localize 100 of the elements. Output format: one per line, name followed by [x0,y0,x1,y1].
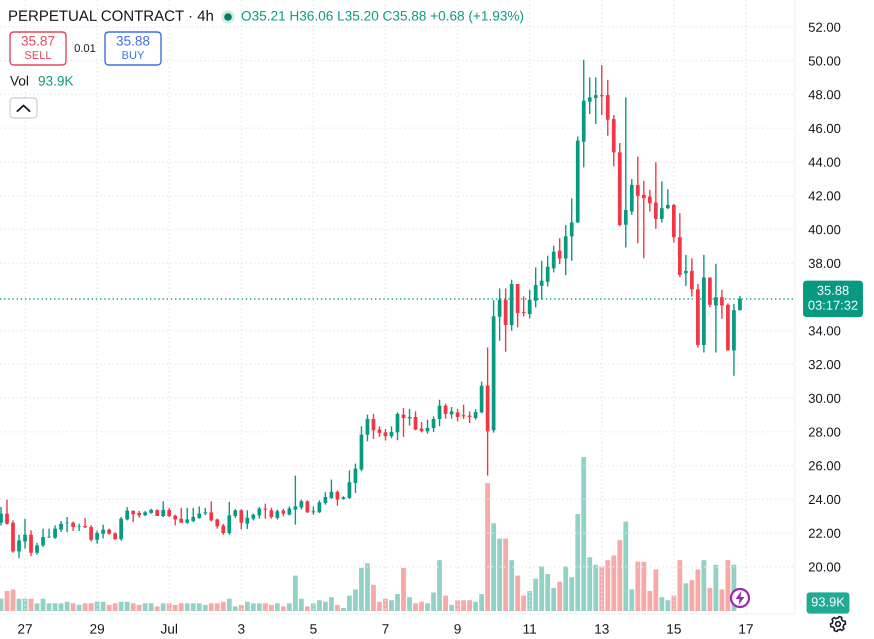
candlestick [173,514,178,526]
candlestick [456,408,460,422]
annotation: 93.9K [38,76,74,86]
candlestick [474,408,478,420]
bar [443,596,448,611]
candlestick [684,254,688,287]
y-tick-label: 46.00 [808,124,840,134]
bar [407,597,412,611]
candlestick [408,408,412,426]
candlestick [438,399,442,427]
bar [304,606,310,611]
candlestick [17,534,21,559]
candlestick [5,498,9,526]
bar [509,560,514,611]
x-tick-label: 29 [90,624,104,634]
bar [335,604,340,611]
candlestick [366,414,370,442]
candlestick [47,528,51,539]
candlestick [324,492,328,506]
candlestick [318,500,322,514]
candlestick [35,542,39,556]
annotation: 0.01 [74,44,96,52]
y-tick-label: 52.00 [808,22,840,32]
candlestick [300,498,304,510]
candlestick [59,520,63,533]
candlestick [131,510,136,523]
bar [707,588,712,611]
candlestick [552,245,556,274]
candlestick [191,507,196,523]
candlestick [402,407,406,438]
candlestick [372,413,376,440]
candlestick [462,404,466,420]
bar [449,604,454,611]
y-tick-label: 48.00 [808,90,840,100]
candlestick [330,478,334,500]
y-tick-label: 40.00 [808,225,840,234]
bar [557,582,562,611]
candlestick [636,156,640,244]
bar [28,598,34,611]
bar [76,604,82,611]
bar [70,603,76,611]
candlestick [89,524,93,542]
candlestick [95,530,99,544]
bar [154,606,160,611]
x-tick-label: 17 [739,624,753,634]
candlestick [432,416,436,433]
candlestick [53,524,57,540]
candlestick [203,507,208,516]
annotation: 35.87 [21,36,54,46]
candlestick [570,198,574,262]
text: O35.21 H36.06 L35.20 C35.88 +0.68 (+1.93%) [242,10,524,24]
y-tick-label: 32.00 [808,360,840,370]
y-tick-label: 34.00 [808,326,840,336]
candlestick [179,507,184,524]
candlestick [594,76,598,125]
candlestick [336,490,340,506]
candlestick [269,507,274,520]
candlestick [161,500,166,518]
candlestick [23,518,27,550]
candlestick [119,516,124,542]
x-tick-label: 11 [524,624,536,634]
bar [701,560,706,611]
candlestick [209,500,214,522]
text: 93.9K [812,597,845,606]
y-tick-label: 26.00 [808,461,840,470]
y-tick-label: 42.00 [808,191,840,201]
candlestick [83,517,87,529]
candlestick [101,524,105,540]
candlestick [690,258,694,298]
candlestick [414,410,418,431]
candlestick [624,96,628,248]
candlestick [215,518,220,530]
x-tick-label: 3 [238,624,244,634]
candlestick [600,64,604,116]
candlestick [275,508,280,520]
bar [485,483,490,611]
candlestick [257,506,262,520]
candlestick [378,426,382,438]
y-tick-label: 30.00 [808,394,840,403]
x-tick-label: 27 [18,624,32,634]
candlestick [312,506,316,516]
candlestick [720,289,724,320]
bar [160,603,166,611]
candlestick [660,180,664,224]
candlestick [648,189,652,212]
candlestick [0,506,3,526]
x-tick-label: 7 [382,624,389,634]
candlestick [564,224,568,276]
candlestick [71,520,75,532]
candlestick [654,162,658,230]
candlestick [546,255,550,288]
candlestick [29,530,33,557]
x-tick-label: 9 [454,624,461,634]
candlestick [468,410,472,424]
candlestick [396,412,400,441]
candlestick [227,501,232,536]
candlestick [125,506,130,522]
y-tick-label: 22.00 [808,528,840,538]
candlestick [354,462,358,494]
chart-title: Vol [10,76,28,86]
